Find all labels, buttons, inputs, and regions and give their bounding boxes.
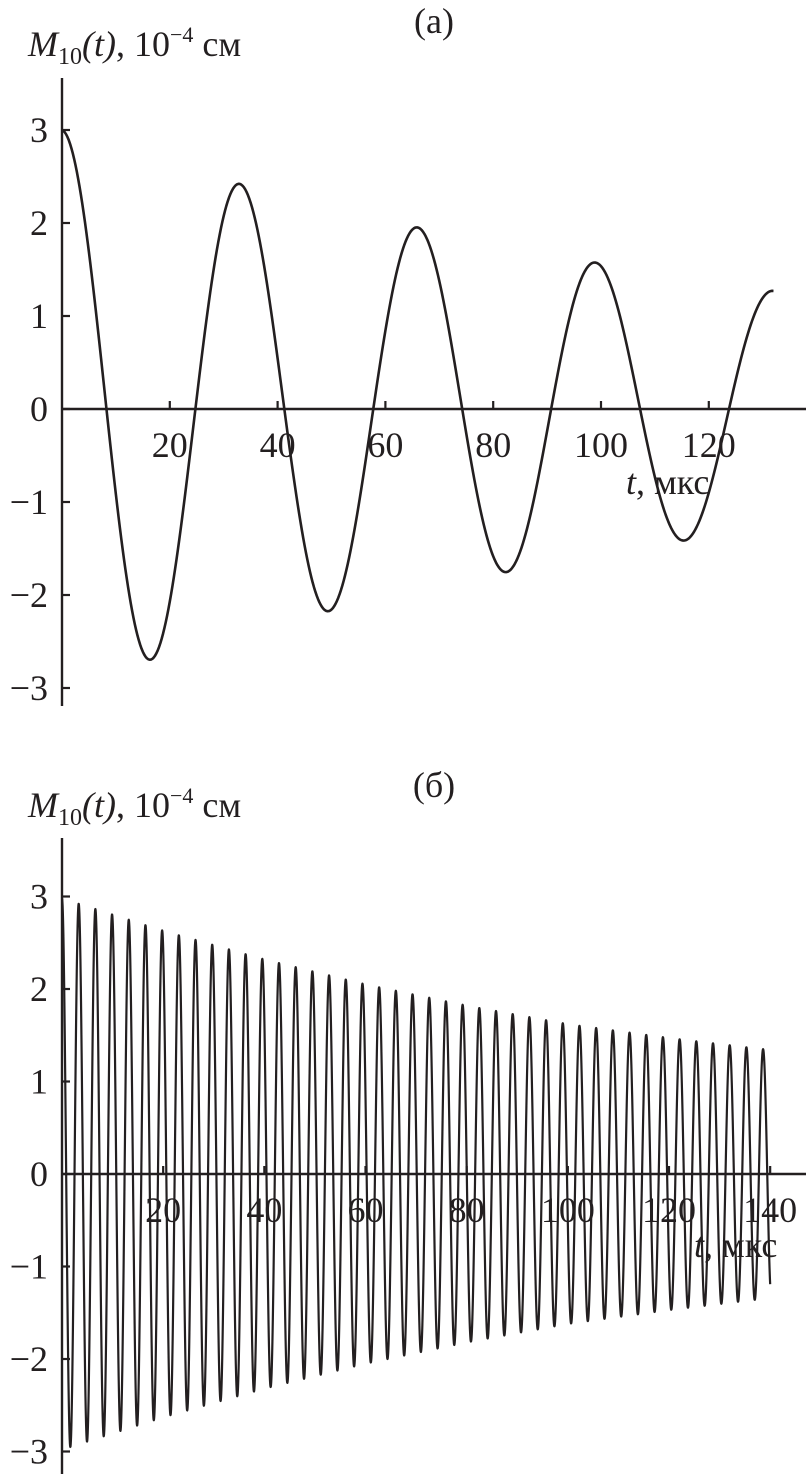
y-tick-label-b: −1 (10, 1247, 48, 1287)
x-tick-label-a: 60 (367, 425, 403, 465)
x-tick-label-b: 60 (348, 1190, 384, 1230)
y-tick-label-a: 1 (30, 296, 48, 336)
y-tick-label-b: 1 (30, 1062, 48, 1102)
y-tick-label-b: 0 (30, 1154, 48, 1194)
y-tick-label-b: −2 (10, 1339, 48, 1379)
series-line-a (61, 128, 774, 661)
y-tick-label-a: −1 (10, 482, 48, 522)
y-tick-label-a: −3 (10, 668, 48, 708)
x-tick-label-b: 40 (246, 1190, 282, 1230)
x-tick-label-a: 80 (475, 425, 511, 465)
y-tick-label-b: 3 (30, 877, 48, 917)
panel-label-a: (a) (414, 1, 454, 41)
y-axis-label-b: M10(t), 10−4 см (27, 783, 241, 831)
chart-panel-b: (б) M10(t), 10−4 см 20 40 60 80 100 120 140321… (10, 765, 806, 1474)
x-tick-label-a: 100 (574, 425, 628, 465)
chart-panel-a: (a) M10(t), 10−4 см 20 40 60 80 100 1203210−1… (10, 1, 806, 708)
y-axis-label-a: M10(t), 10−4 см (27, 22, 241, 70)
y-tick-label-a: 2 (30, 203, 48, 243)
x-axis-label-b: t, мкс (694, 1225, 777, 1265)
y-tick-label-a: 3 (30, 110, 48, 150)
y-tick-label-b: 2 (30, 969, 48, 1009)
y-tick-label-a: −2 (10, 575, 48, 615)
x-axis-label-a: t, мкс (626, 462, 709, 502)
y-tick-label-a: 0 (30, 389, 48, 429)
x-tick-label-a: 20 (152, 425, 188, 465)
y-tick-label-b: −3 (10, 1432, 48, 1472)
series-line-b (60, 898, 772, 1449)
panel-label-b: (б) (413, 765, 455, 805)
x-tick-label-a: 120 (682, 425, 736, 465)
